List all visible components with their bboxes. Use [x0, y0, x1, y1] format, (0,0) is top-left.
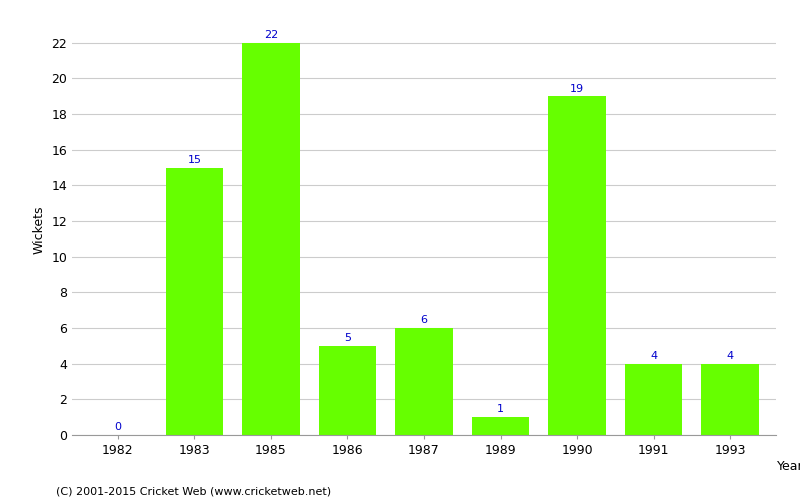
Bar: [318, 346, 376, 435]
Text: 19: 19: [570, 84, 584, 94]
Bar: [166, 168, 223, 435]
X-axis label: Year: Year: [777, 460, 800, 472]
Bar: [702, 364, 758, 435]
Bar: [395, 328, 453, 435]
Y-axis label: Wickets: Wickets: [33, 206, 46, 254]
Text: 4: 4: [650, 351, 657, 361]
Text: 0: 0: [114, 422, 122, 432]
Bar: [548, 96, 606, 435]
Text: 1: 1: [497, 404, 504, 414]
Text: 15: 15: [187, 155, 202, 165]
Bar: [242, 43, 300, 435]
Text: 4: 4: [726, 351, 734, 361]
Bar: [625, 364, 682, 435]
Text: 6: 6: [421, 316, 427, 326]
Bar: [472, 417, 530, 435]
Text: 5: 5: [344, 333, 351, 343]
Text: 22: 22: [264, 30, 278, 40]
Text: (C) 2001-2015 Cricket Web (www.cricketweb.net): (C) 2001-2015 Cricket Web (www.cricketwe…: [56, 487, 331, 497]
